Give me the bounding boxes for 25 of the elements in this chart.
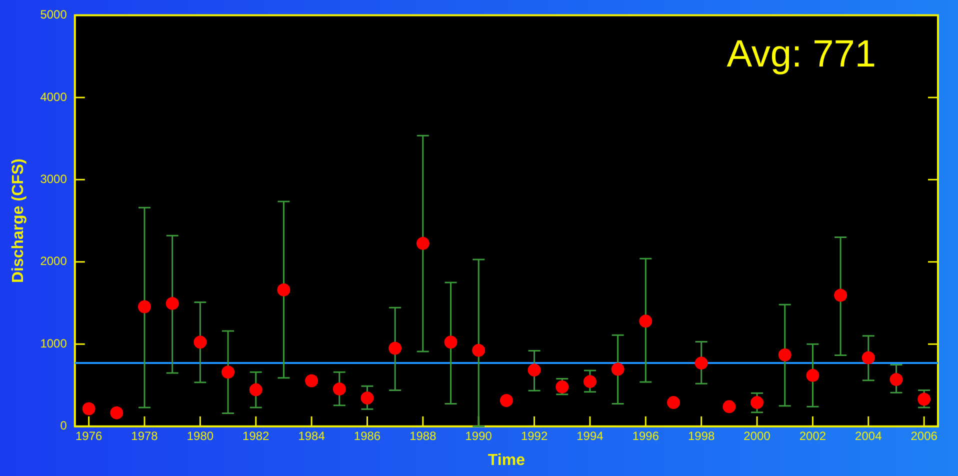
y-tick-label: 1000 — [40, 336, 68, 350]
y-tick-label: 3000 — [40, 172, 68, 186]
y-tick-label: 5000 — [40, 8, 68, 22]
y-tick-label: 4000 — [40, 90, 68, 104]
x-tick-label: 1988 — [410, 428, 437, 443]
x-tick-label: 2002 — [799, 428, 826, 443]
annotation: Avg: 771 — [726, 34, 876, 76]
x-tick-label: 1982 — [242, 428, 270, 443]
x-tick-label: 2000 — [744, 428, 771, 443]
y-tick-label: 0 — [60, 418, 68, 433]
x-tick-label: 1990 — [465, 428, 492, 443]
x-tick-label: 2006 — [910, 428, 938, 443]
x-tick-label: 1996 — [632, 428, 660, 443]
x-tick-label: 1984 — [298, 428, 326, 443]
x-tick-label: 1998 — [688, 428, 716, 443]
y-tick-label: 2000 — [40, 254, 68, 268]
x-tick-label: 1986 — [354, 428, 381, 443]
x-tick-label: 1992 — [520, 428, 548, 443]
x-tick-label: 2004 — [855, 428, 882, 443]
y-axis-title: Discharge (CFS) — [10, 158, 28, 284]
x-tick-label: 1976 — [75, 428, 102, 443]
x-tick-label: 1994 — [576, 428, 604, 443]
x-tick-label: 1980 — [186, 428, 214, 443]
x-tick-label: 1978 — [131, 428, 158, 443]
x-axis-title: Time — [488, 452, 526, 469]
